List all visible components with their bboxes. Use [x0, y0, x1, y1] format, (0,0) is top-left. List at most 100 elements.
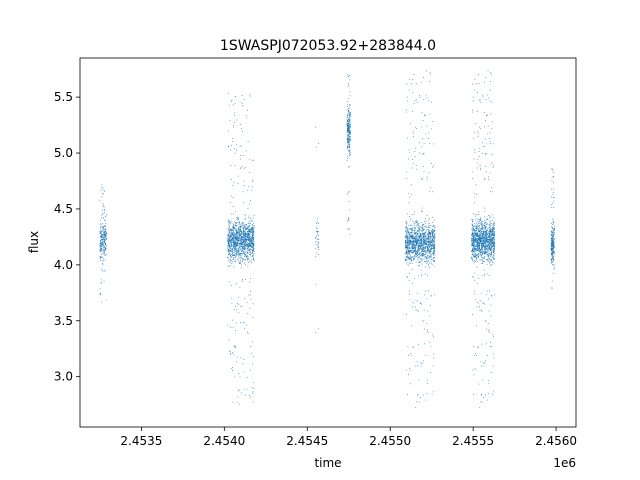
data-point [418, 248, 420, 250]
data-point [433, 256, 435, 258]
data-point [433, 231, 435, 233]
data-point [347, 84, 349, 86]
data-point [488, 231, 490, 233]
data-point [231, 319, 233, 321]
data-point [227, 250, 229, 252]
data-point [489, 241, 491, 243]
data-point [349, 114, 351, 116]
data-point [420, 243, 421, 245]
data-point [228, 266, 230, 268]
data-point [408, 228, 410, 230]
data-point [422, 233, 424, 235]
data-point [412, 263, 414, 265]
data-point [424, 222, 426, 224]
data-point [410, 243, 412, 244]
data-point [425, 247, 427, 249]
data-point [101, 214, 103, 216]
data-point [486, 243, 488, 245]
data-point [241, 260, 243, 262]
data-point [238, 303, 240, 305]
data-point [237, 232, 239, 234]
data-point [244, 237, 246, 239]
data-point [483, 228, 485, 230]
data-point [484, 211, 486, 213]
data-point [489, 253, 490, 255]
data-point [406, 247, 408, 249]
data-point [406, 256, 407, 258]
data-point [102, 228, 104, 230]
data-point [231, 250, 233, 252]
data-point [100, 239, 102, 241]
data-point [236, 238, 238, 239]
data-point [348, 111, 350, 113]
data-point [427, 261, 429, 263]
data-point [235, 247, 237, 249]
data-point [100, 230, 102, 232]
data-point [432, 353, 434, 355]
data-point [485, 246, 487, 248]
data-point [423, 233, 425, 235]
data-point [229, 221, 231, 223]
data-point [487, 259, 489, 261]
data-point [485, 143, 487, 145]
data-point [245, 229, 247, 231]
data-point [245, 245, 247, 246]
data-point [407, 256, 409, 258]
data-point [433, 230, 435, 232]
data-point [484, 227, 485, 229]
data-point [253, 244, 255, 246]
data-point [484, 256, 486, 258]
data-point [485, 320, 487, 322]
data-point [490, 247, 492, 249]
data-point [239, 403, 240, 405]
data-point [406, 234, 408, 236]
data-point [99, 294, 101, 296]
data-point [418, 230, 420, 232]
data-point [410, 251, 412, 253]
data-point [428, 248, 429, 250]
data-point [432, 256, 434, 258]
data-point [237, 252, 239, 254]
data-point [241, 236, 243, 237]
data-point [481, 224, 482, 226]
data-point [492, 226, 494, 228]
data-point [228, 227, 230, 229]
data-point [551, 280, 553, 282]
data-point [418, 225, 420, 227]
data-point [414, 242, 416, 244]
data-point [493, 143, 495, 145]
data-point [416, 102, 418, 103]
data-point [235, 225, 237, 227]
data-point [346, 193, 348, 195]
data-point [476, 229, 478, 231]
data-point [231, 245, 232, 247]
data-point [416, 401, 418, 403]
data-point [347, 121, 349, 122]
data-point [247, 253, 249, 255]
data-point [434, 249, 436, 251]
data-point [250, 256, 252, 258]
data-point [472, 137, 474, 139]
data-point [427, 233, 429, 235]
data-point [250, 260, 252, 262]
data-point [316, 235, 318, 237]
data-point [238, 252, 240, 254]
data-point [234, 152, 236, 154]
data-point [488, 214, 490, 216]
data-point [102, 223, 104, 225]
data-point [491, 346, 492, 348]
data-point [419, 226, 421, 228]
data-point [492, 214, 494, 216]
data-point [477, 227, 479, 229]
data-point [418, 235, 420, 237]
data-point [99, 288, 101, 290]
data-point [415, 234, 417, 236]
data-point [488, 380, 490, 382]
data-point [484, 177, 486, 179]
data-point [228, 254, 230, 255]
data-point [234, 257, 236, 258]
data-point [426, 97, 428, 99]
data-point [246, 257, 248, 259]
data-point [479, 253, 481, 255]
data-point [228, 251, 230, 253]
